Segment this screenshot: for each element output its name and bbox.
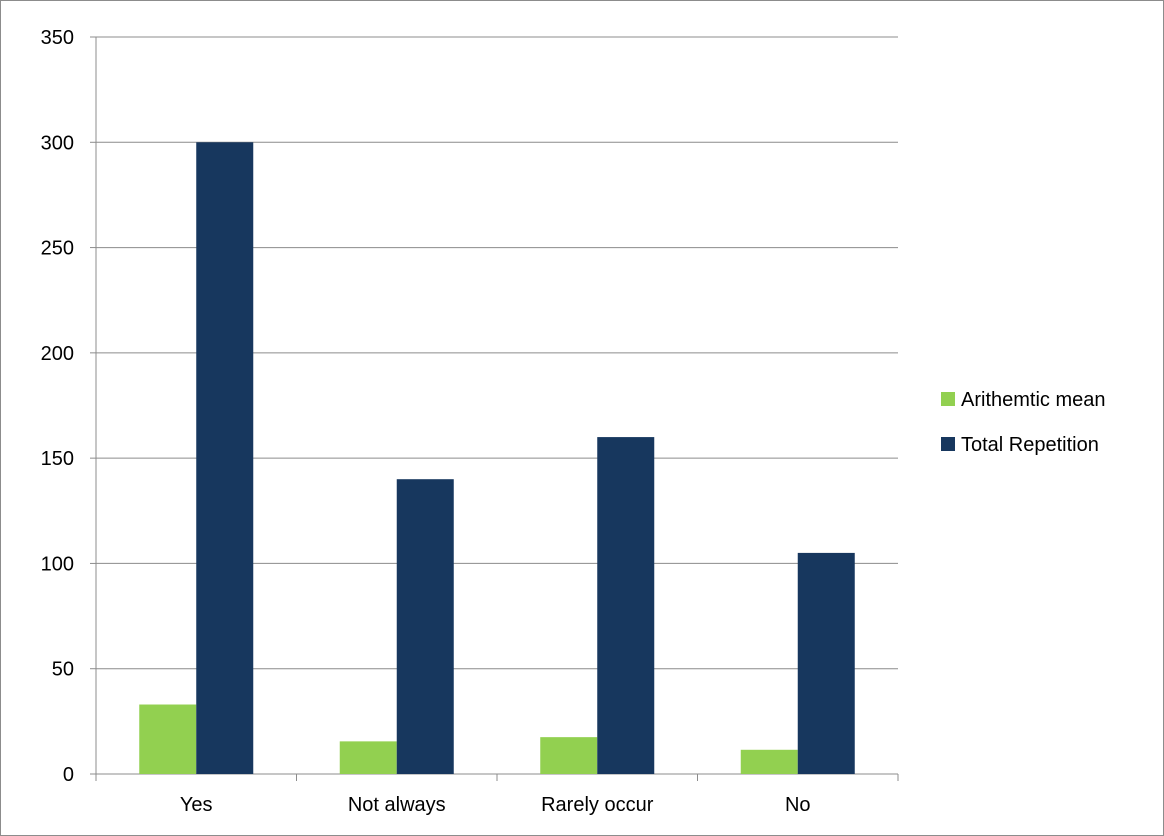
legend-swatch [941, 437, 955, 451]
bar-total-repetition [597, 437, 655, 774]
y-tick-label: 150 [41, 448, 74, 470]
legend-label: Total Repetition [961, 434, 1099, 456]
y-tick-label: 200 [41, 343, 74, 365]
bar-arithemtic-mean [740, 749, 798, 774]
legend-label: Arithemtic mean [961, 389, 1106, 411]
x-tick-label: No [785, 794, 811, 816]
y-tick-label: 100 [41, 553, 74, 575]
x-tick-label: Rarely occur [541, 794, 654, 816]
bar-total-repetition [396, 479, 454, 774]
x-tick-label: Yes [180, 794, 213, 816]
y-tick-label: 0 [63, 764, 74, 786]
bar-total-repetition [797, 552, 855, 774]
x-tick-label: Not always [348, 794, 446, 816]
bar-arithemtic-mean [339, 741, 397, 774]
y-tick-label: 350 [41, 27, 74, 49]
bar-arithemtic-mean [540, 737, 598, 774]
y-tick-label: 300 [41, 132, 74, 154]
y-tick-label: 250 [41, 238, 74, 260]
y-tick-label: 50 [52, 659, 74, 681]
bar-total-repetition [196, 142, 254, 775]
legend-swatch [941, 392, 955, 406]
bar-arithemtic-mean [139, 704, 197, 774]
